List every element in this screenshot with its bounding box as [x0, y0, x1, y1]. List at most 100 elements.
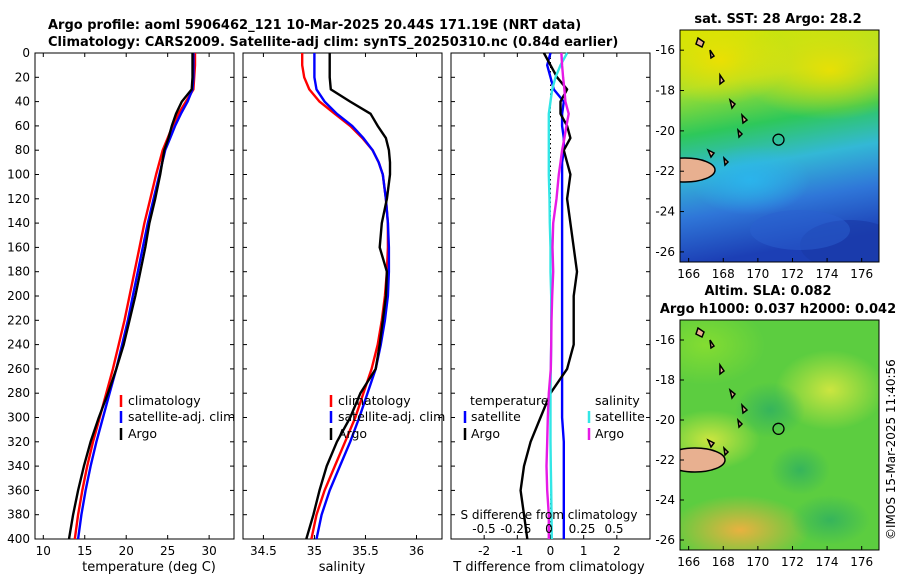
- salinity-panel: 34.5 35 35.5 36 salinity climatology satell…: [242, 52, 445, 575]
- depth-tick-label: 200: [7, 289, 30, 303]
- lat-tick-label: -16: [655, 43, 675, 57]
- legend-salinity-title: salinity: [595, 393, 640, 408]
- sla-map-frame: [679, 319, 880, 551]
- lon-tick-label: 174: [816, 555, 839, 569]
- sst-map-field: [680, 30, 879, 262]
- series-line-satellite-adj-clim: [76, 53, 195, 540]
- sst-map-panel: sat. SST: 28 Argo: 28.2 166 168 170 172 174 1…: [655, 12, 880, 281]
- temperature-series: [67, 53, 197, 540]
- lon-tick-label: 168: [712, 267, 735, 281]
- depth-tick-label: 80: [15, 143, 30, 157]
- x-tick-label: 1: [580, 544, 588, 558]
- temperature-legend: climatology satellite-adj. clim Argo: [119, 393, 235, 441]
- depth-tick-label: 160: [7, 240, 30, 254]
- new-caledonia-landmass: [680, 157, 716, 183]
- depth-tick-label: 0: [22, 46, 30, 60]
- depth-tick-label: 120: [7, 192, 30, 206]
- vanuatu-islands: [695, 36, 749, 167]
- depth-tick-label: 280: [7, 386, 30, 400]
- salinity-legend: climatology satellite-adj. clim Argo: [329, 393, 445, 441]
- lat-tick-label: -22: [655, 453, 675, 467]
- lon-tick-label: 166: [677, 555, 700, 569]
- series-line-argo: [305, 53, 392, 540]
- t-difference-xlabel: T difference from climatology: [452, 560, 645, 575]
- lat-tick-label: -22: [655, 164, 675, 178]
- imos-timestamp: ©IMOS 15-Mar-2025 11:40:56: [884, 359, 898, 540]
- depth-tick-label: 140: [7, 216, 30, 230]
- sla-map-panel: Altim. SLA: 0.082 Argo h1000: 0.037 h200…: [655, 284, 896, 569]
- s-difference-ticks: -0.5 -0.25 0 0.25 0.5: [472, 522, 623, 536]
- series-line-salinity-satellite: [547, 52, 569, 540]
- legend-climatology-label: climatology: [338, 393, 411, 408]
- lon-tick-label: 172: [781, 555, 804, 569]
- sla-map-lat-axis: -16 -18 -20 -22 -24 -26: [655, 333, 684, 547]
- sst-map-title: sat. SST: 28 Argo: 28.2: [694, 12, 861, 27]
- series-line-climatology: [73, 53, 197, 540]
- difference-x-axis: -2 -1 0 1 2: [478, 53, 621, 558]
- lat-tick-label: -24: [655, 493, 675, 507]
- salinity-x-axis: 34.5 35 35.5 36: [250, 53, 424, 558]
- legend-temperature-title: temperature: [470, 393, 549, 408]
- depth-tick-label: 340: [7, 459, 30, 473]
- depth-tick-label: 40: [15, 95, 30, 109]
- lon-tick-label: 176: [850, 555, 873, 569]
- lon-tick-label: 166: [677, 267, 700, 281]
- x-tick-label: 0: [547, 544, 555, 558]
- temperature-xlabel: temperature (deg C): [82, 560, 216, 575]
- lon-tick-label: 170: [746, 267, 769, 281]
- x-tick-label: 35.5: [352, 544, 379, 558]
- depth-tick-label: 360: [7, 483, 30, 497]
- depth-tick-label: 260: [7, 362, 30, 376]
- legend-argo-label: Argo: [128, 426, 157, 441]
- s-difference-tick-label: 0: [545, 522, 553, 536]
- lat-tick-label: -20: [655, 413, 675, 427]
- depth-tick-label: 20: [15, 70, 30, 84]
- x-tick-label: 36: [409, 544, 424, 558]
- lat-tick-label: -18: [655, 84, 675, 98]
- legend-satellite-label: satellite-adj. clim: [128, 409, 235, 424]
- x-tick-label: 35: [307, 544, 322, 558]
- lat-tick-label: -20: [655, 124, 675, 138]
- legend-argo-label: Argo: [338, 426, 367, 441]
- sla-map-title-line1: Altim. SLA: 0.082: [705, 284, 832, 299]
- s-difference-tick-label: 0.5: [604, 522, 623, 536]
- sst-map-frame: [679, 29, 880, 263]
- series-line-satellite-adj-clim: [313, 53, 391, 540]
- x-tick-label: 15: [77, 544, 92, 558]
- vanuatu-islands: [695, 326, 749, 457]
- salinity-xlabel: salinity: [319, 560, 366, 575]
- salinity-depth-ticks: [243, 52, 442, 540]
- difference-panel: -2 -1 0 1 2 temperature satellite Argo salin…: [450, 52, 651, 575]
- argo-position-marker: [772, 422, 785, 435]
- depth-tick-label: 100: [7, 168, 30, 182]
- legend-s-argo-label: Argo: [595, 426, 624, 441]
- s-difference-tick-label: 0.25: [569, 522, 596, 536]
- lat-tick-label: -26: [655, 245, 675, 259]
- depth-tick-label: 180: [7, 265, 30, 279]
- series-line-temperature-argo: [519, 52, 579, 540]
- sst-map-lat-axis: -16 -18 -20 -22 -24 -26: [655, 43, 684, 259]
- sla-map-lon-axis: 166 168 170 172 174 176: [677, 546, 873, 569]
- series-line-temperature-satellite: [546, 52, 565, 539]
- new-caledonia-landmass: [680, 447, 726, 473]
- depth-tick-label: 300: [7, 411, 30, 425]
- s-difference-tick-label: -0.5: [472, 522, 495, 536]
- depth-tick-label: 400: [7, 532, 30, 546]
- legend-satellite-label: satellite-adj. clim: [338, 409, 445, 424]
- depth-tick-label: 240: [7, 338, 30, 352]
- depth-tick-label: 380: [7, 508, 30, 522]
- lon-tick-label: 170: [746, 555, 769, 569]
- lat-tick-label: -26: [655, 533, 675, 547]
- lat-tick-label: -16: [655, 333, 675, 347]
- depth-tick-label: 320: [7, 435, 30, 449]
- lat-tick-label: -24: [655, 205, 675, 219]
- sla-map-field: [680, 320, 879, 550]
- lon-tick-label: 168: [712, 555, 735, 569]
- lon-tick-label: 172: [781, 267, 804, 281]
- depth-axis: 0 20 40 60 80 100 120 140 160 180 200 220 240 260 280 3…: [7, 46, 234, 546]
- difference-legend: temperature satellite Argo salinity sate…: [463, 393, 645, 441]
- salinity-series: [301, 53, 392, 540]
- s-difference-tick-label: -0.25: [500, 522, 531, 536]
- temperature-panel: 0 20 40 60 80 100 120 140 160 180 200 220 240 260 280 3…: [7, 46, 235, 575]
- lat-tick-label: -18: [655, 373, 675, 387]
